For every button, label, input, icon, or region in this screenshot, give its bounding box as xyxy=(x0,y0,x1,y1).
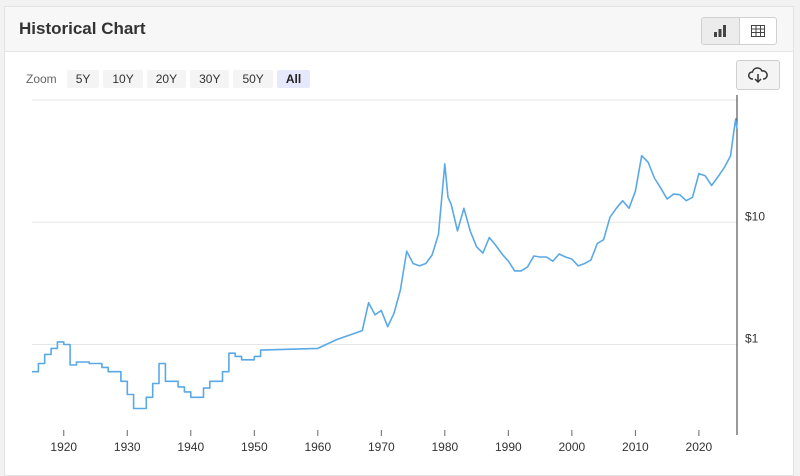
zoom-50y-button[interactable]: 50Y xyxy=(233,70,273,88)
y-tick-label: $1 xyxy=(745,332,759,346)
x-tick-label: 1990 xyxy=(495,440,522,454)
zoom-20y-button[interactable]: 20Y xyxy=(146,70,187,88)
x-tick-label: 1940 xyxy=(177,440,204,454)
zoom-10y-button[interactable]: 10Y xyxy=(103,70,143,88)
x-tick-label: 2020 xyxy=(686,440,713,454)
grid-lines xyxy=(32,99,737,346)
zoom-controls: Zoom 5Y 10Y 20Y 30Y 50Y All xyxy=(26,70,311,88)
chart-view-button[interactable] xyxy=(702,18,740,44)
x-tick-label: 1930 xyxy=(114,440,141,454)
cloud-download-icon xyxy=(748,67,768,84)
table-icon xyxy=(750,25,765,37)
chart-icon xyxy=(714,25,727,37)
x-tick-label: 1920 xyxy=(50,440,77,454)
card-header: Historical Chart xyxy=(5,7,793,52)
table-view-button[interactable] xyxy=(740,18,777,44)
price-chart: $1 $10 1920 1930 1940 1950 1960 1970 1980 1990 200… xyxy=(32,95,765,454)
zoom-5y-button[interactable]: 5Y xyxy=(66,70,100,88)
axes: $1 $10 1920 1930 1940 1950 1960 1970 1980 1990 200… xyxy=(50,95,765,454)
series-layer xyxy=(32,118,738,410)
zoom-all-button[interactable]: All xyxy=(276,70,311,88)
zoom-30y-button[interactable]: 30Y xyxy=(190,70,230,88)
download-button[interactable] xyxy=(736,60,780,90)
x-tick-label: 1970 xyxy=(368,440,395,454)
page-title: Historical Chart xyxy=(19,19,146,38)
y-tick-label: $10 xyxy=(745,209,765,223)
x-tick-label: 1960 xyxy=(304,440,331,454)
view-toggle xyxy=(701,17,777,45)
x-tick-label: 1980 xyxy=(431,440,458,454)
zoom-label: Zoom xyxy=(26,72,57,86)
x-tick-label: 2010 xyxy=(622,440,649,454)
x-tick-label: 1950 xyxy=(241,440,268,454)
price-series-line xyxy=(32,118,738,410)
x-tick-label: 2000 xyxy=(559,440,586,454)
